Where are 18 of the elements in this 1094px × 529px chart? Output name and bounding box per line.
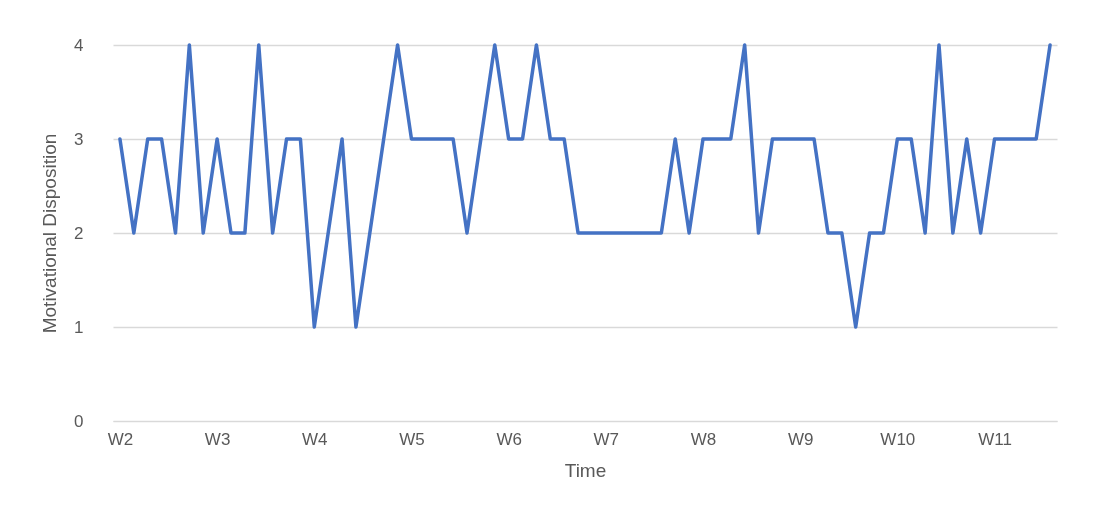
y-tick-label: 3 xyxy=(74,129,84,149)
y-tick-label: 0 xyxy=(74,411,84,431)
x-tick-label: W5 xyxy=(399,429,425,449)
x-tick-label: W9 xyxy=(787,429,814,449)
x-tick-label: W7 xyxy=(593,429,620,449)
y-tick-label: 2 xyxy=(74,223,84,243)
x-axis-title: Time xyxy=(564,459,607,481)
x-tick-label: W3 xyxy=(204,429,231,449)
y-axis-title: Motivational Disposition xyxy=(39,133,61,334)
x-tick-label: W8 xyxy=(690,429,717,449)
y-tick-label: 1 xyxy=(74,317,84,337)
x-tick-label: W6 xyxy=(496,429,522,449)
line-series xyxy=(118,43,1052,329)
x-tick-label: W10 xyxy=(880,429,916,449)
x-tick-label: W11 xyxy=(978,429,1012,449)
x-tick-label: W2 xyxy=(107,429,134,449)
x-tick-label: W4 xyxy=(302,429,328,449)
y-tick-label: 4 xyxy=(74,35,84,55)
